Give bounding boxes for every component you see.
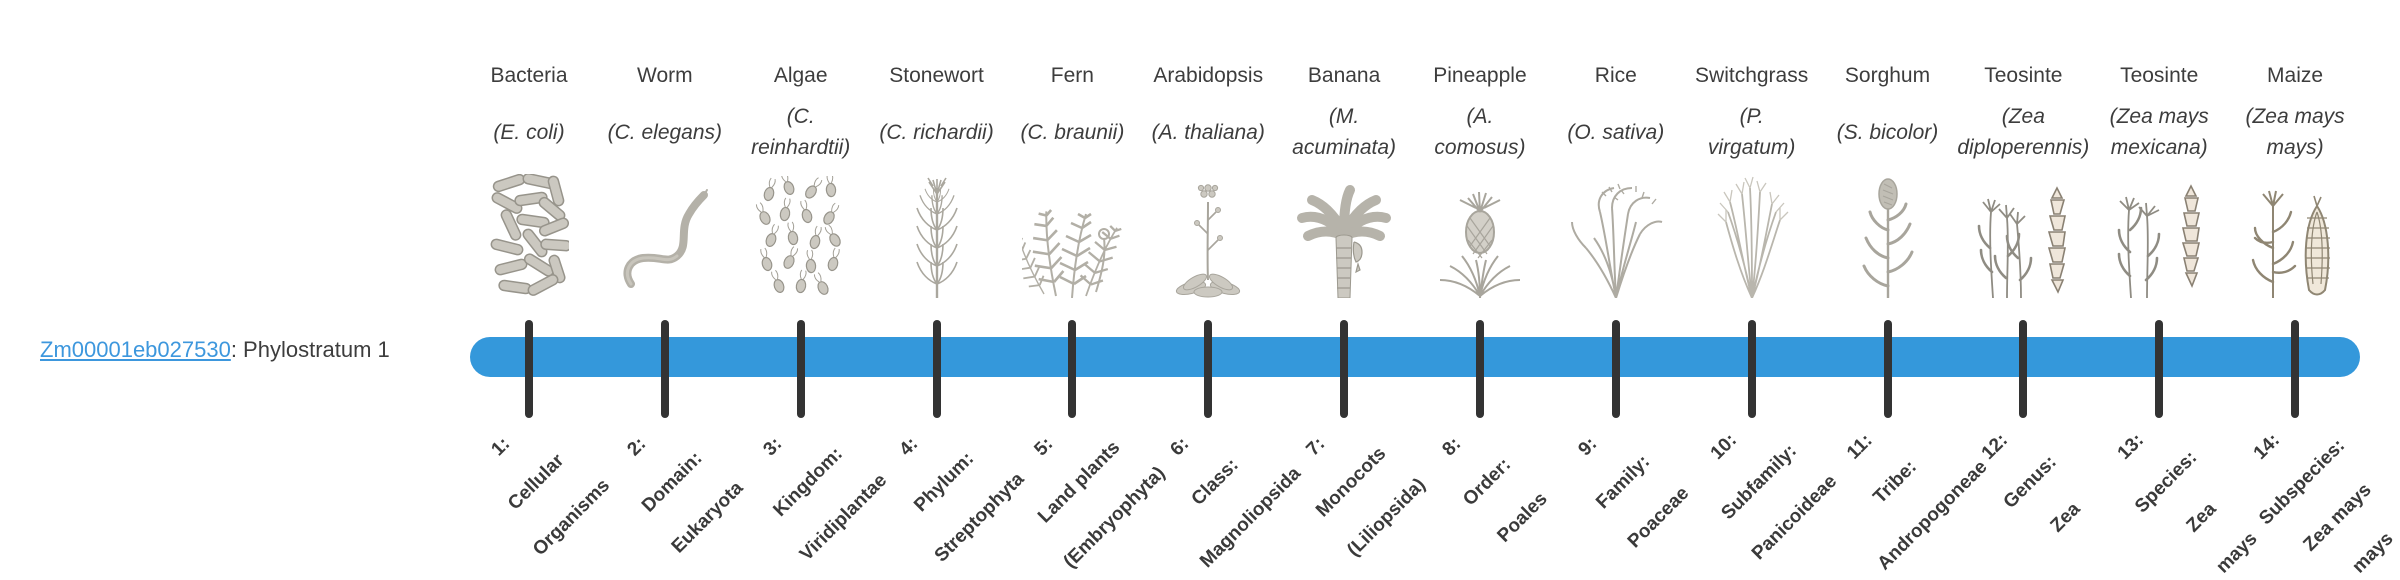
organism-species: (O. sativa) bbox=[1567, 120, 1665, 144]
organism-name: Banana bbox=[1307, 64, 1381, 87]
organism-name: Fern bbox=[1050, 64, 1094, 87]
organism-species: (C. elegans) bbox=[607, 120, 723, 144]
timeline-tick bbox=[1611, 320, 1620, 418]
organism-name: Teosinte bbox=[1984, 64, 2063, 87]
organism-species: (E. coli) bbox=[493, 120, 565, 144]
organism-name: Arabidopsis bbox=[1153, 64, 1264, 87]
sorghum-icon bbox=[1813, 166, 1963, 298]
timeline-bar bbox=[470, 337, 2360, 377]
organism-species: (C. richardii) bbox=[879, 120, 994, 144]
organism-species: (A. comosus) bbox=[1434, 105, 1526, 159]
organism-species: (Zea diploperennis) bbox=[1957, 105, 2090, 159]
timeline-tick bbox=[1204, 320, 1213, 418]
organism-name: Stonewort bbox=[889, 64, 984, 87]
pineapple-icon bbox=[1405, 166, 1555, 298]
timeline-tick bbox=[525, 320, 533, 418]
organism-name: Switchgrass bbox=[1695, 64, 1809, 87]
timeline-tick bbox=[660, 320, 669, 418]
gene-link[interactable]: Zm00001eb027530 bbox=[40, 337, 231, 362]
teosinte-diplo-icon bbox=[1948, 166, 2098, 298]
banana-icon bbox=[1269, 166, 1419, 298]
organism-name: Pineapple bbox=[1433, 64, 1527, 87]
timeline-tick bbox=[2019, 320, 2028, 418]
organism-species: (A. thaliana) bbox=[1151, 120, 1265, 144]
organism-name: Worm bbox=[637, 64, 693, 87]
organism-species: (Zea mays mays) bbox=[2245, 105, 2345, 159]
worm-icon bbox=[590, 166, 740, 298]
gene-stratum-text: : Phylostratum 1 bbox=[230, 337, 390, 362]
organism-name: Maize bbox=[2267, 64, 2324, 87]
algae-icon bbox=[726, 166, 876, 298]
organism-name: Teosinte bbox=[2120, 64, 2199, 87]
maize-icon bbox=[2220, 166, 2370, 298]
rice-icon bbox=[1541, 166, 1691, 298]
organism-name: Algae bbox=[773, 64, 828, 87]
timeline-tick bbox=[2155, 320, 2164, 418]
organism-name: Bacteria bbox=[490, 64, 568, 87]
timeline-tick bbox=[2291, 320, 2300, 418]
organism-name: Rice bbox=[1594, 64, 1637, 87]
organism-name: Sorghum bbox=[1844, 64, 1931, 87]
fern-icon bbox=[997, 166, 1147, 298]
organism-species: (C. reinhardtii) bbox=[751, 105, 851, 159]
timeline-tick bbox=[932, 320, 941, 418]
organism-species: (C. braunii) bbox=[1020, 120, 1125, 144]
timeline-tick bbox=[1747, 320, 1756, 418]
timeline-tick bbox=[1475, 320, 1484, 418]
organism-species: (Zea mays mexicana) bbox=[2109, 105, 2209, 159]
timeline-tick bbox=[1068, 320, 1077, 418]
organism-species: (P. virgatum) bbox=[1707, 105, 1796, 159]
stonewort-icon bbox=[862, 166, 1012, 298]
organism-species: (S. bicolor) bbox=[1836, 120, 1939, 144]
switchgrass-icon bbox=[1677, 166, 1827, 298]
arabidopsis-icon bbox=[1133, 166, 1283, 298]
organism-species: (M. acuminata) bbox=[1292, 105, 1397, 159]
timeline-tick bbox=[796, 320, 805, 418]
timeline-tick bbox=[1883, 320, 1892, 418]
bacteria-icon bbox=[454, 166, 604, 298]
gene-label: Zm00001eb027530: Phylostratum 1 bbox=[40, 330, 390, 370]
teosinte-mexicana-icon bbox=[2084, 166, 2234, 298]
timeline-tick bbox=[1340, 320, 1349, 418]
